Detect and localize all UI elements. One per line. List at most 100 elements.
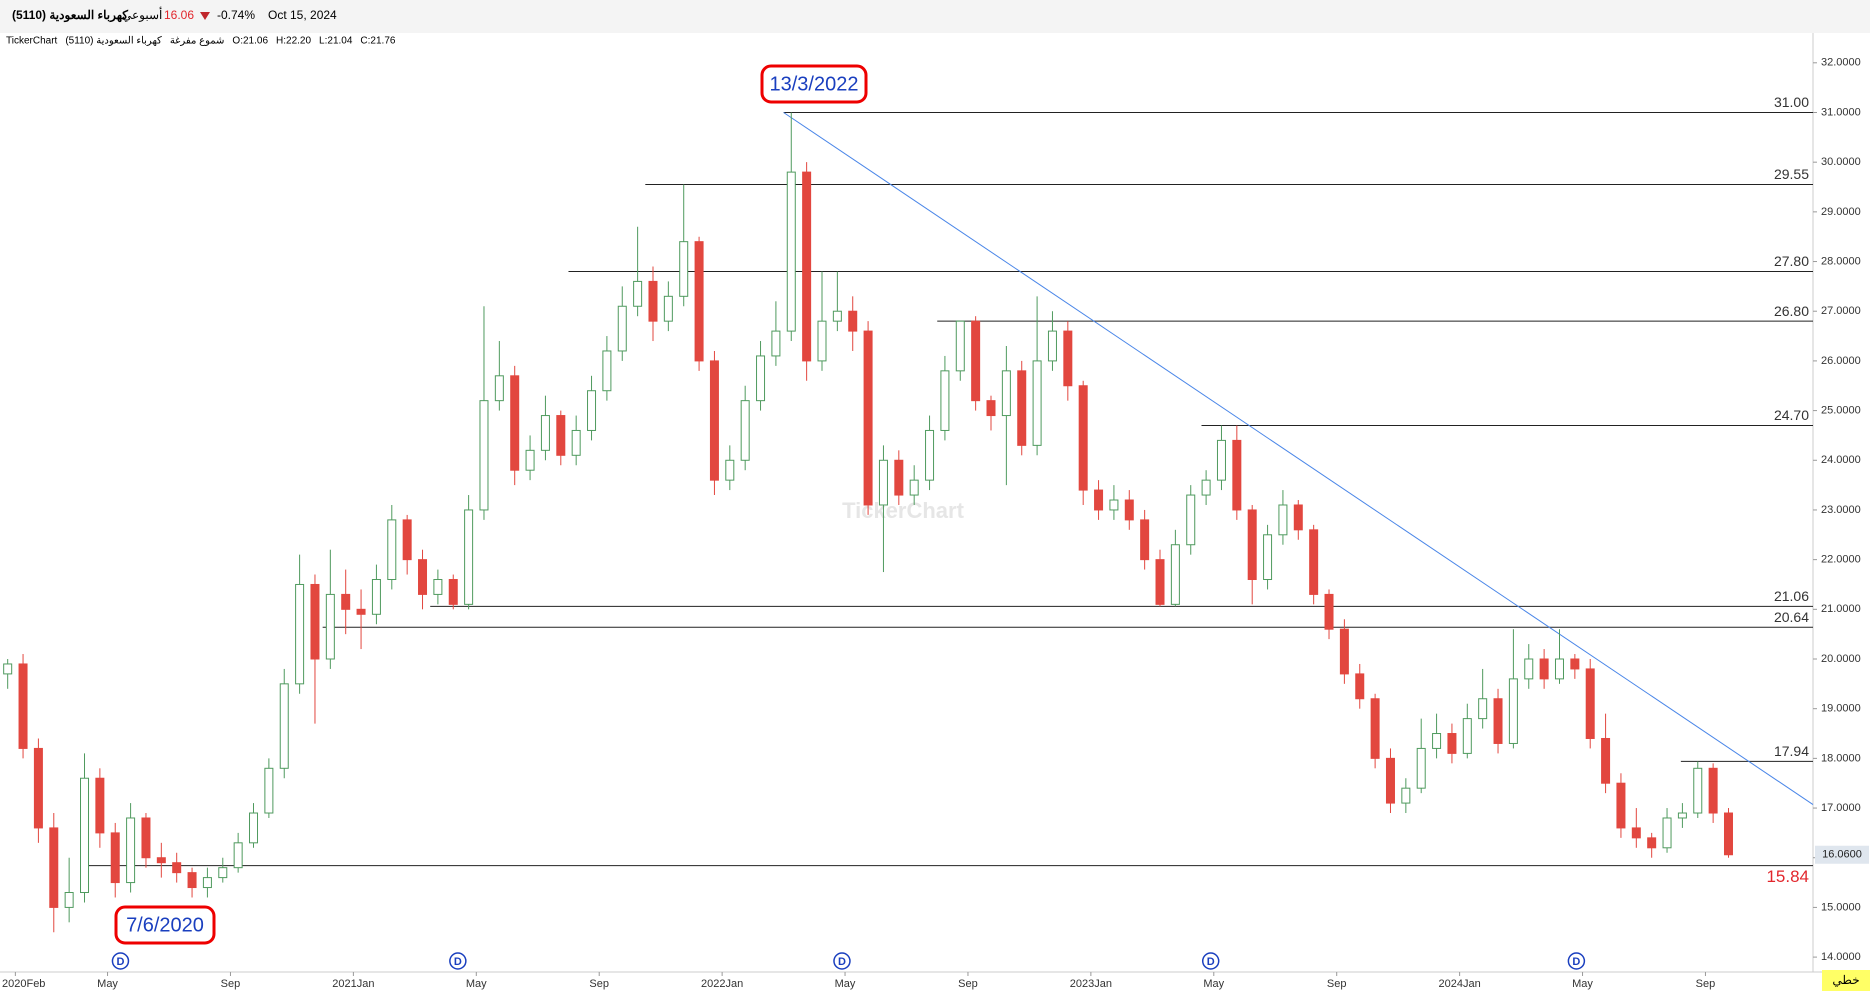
candle-body: [540, 415, 550, 451]
y-tick-label: 22.0000: [1821, 554, 1861, 566]
candle-body: [1662, 817, 1672, 849]
candle-body: [1647, 837, 1657, 849]
candle-body: [479, 400, 489, 511]
x-tick-label: Sep: [589, 978, 609, 990]
candle-body: [525, 449, 535, 471]
candle-body: [126, 817, 136, 884]
level-label: 29.55: [1774, 166, 1809, 182]
x-tick-label: May: [835, 978, 856, 990]
level-label: 27.80: [1774, 253, 1809, 269]
info-text: شموع مفرغة: [170, 36, 225, 47]
x-tick-label: 2023Jan: [1070, 978, 1112, 990]
candle-body: [387, 519, 397, 581]
candle-body: [95, 777, 105, 834]
dividend-marker: [111, 952, 130, 970]
candle-body: [1309, 529, 1319, 595]
candle-body: [1232, 439, 1242, 511]
candle-body: [1401, 787, 1411, 804]
date: Oct 15, 2024: [268, 8, 337, 22]
candle-body: [986, 400, 996, 417]
y-tick-label: 27.0000: [1821, 305, 1861, 317]
candle-body: [1478, 698, 1488, 720]
annotation-box: [114, 905, 216, 945]
info-text: L:21.04: [319, 36, 353, 47]
y-tick-label: 26.0000: [1821, 355, 1861, 367]
candle-body: [848, 310, 858, 332]
style-label[interactable]: خطي: [1832, 973, 1859, 987]
candle-body: [356, 608, 366, 615]
candle-body: [617, 305, 627, 352]
last-price-tag: [1815, 845, 1869, 864]
x-tick-label: May: [1572, 978, 1593, 990]
candle-body: [1723, 812, 1733, 856]
candle-body: [679, 241, 689, 297]
y-tick-label: 29.0000: [1821, 206, 1861, 218]
y-tick-label: 18.0000: [1821, 752, 1861, 764]
level-label: 20.64: [1774, 609, 1809, 625]
annotation: 7/6/2020: [126, 914, 204, 936]
x-tick-label: Sep: [1327, 978, 1347, 990]
annotation: 13/3/2022: [770, 73, 859, 95]
candle-body: [648, 280, 658, 322]
candle-body: [1155, 559, 1165, 605]
candle-body: [1432, 733, 1442, 749]
dividend-marker: [449, 952, 467, 970]
candle-body: [1216, 439, 1226, 481]
candle-body: [709, 360, 719, 481]
candle-body: [218, 867, 228, 879]
y-tick-label: 31.0000: [1821, 106, 1861, 118]
candle-body: [156, 857, 166, 864]
candle-body: [1585, 668, 1595, 739]
candle-body: [771, 330, 781, 357]
candle-body: [1170, 544, 1180, 605]
x-tick-label: May: [466, 978, 487, 990]
level-label: 31.00: [1774, 94, 1809, 110]
watermark: TickerChart: [842, 498, 965, 523]
y-tick-label: 30.0000: [1821, 156, 1861, 168]
candle-body: [909, 479, 919, 496]
candle-body: [556, 415, 566, 456]
candle-body: [325, 593, 335, 660]
style-button[interactable]: [1822, 970, 1870, 991]
candle-body: [1293, 504, 1303, 531]
x-tick-label: 2022Jan: [701, 978, 743, 990]
candle-body: [1677, 812, 1687, 819]
y-tick-label: 24.0000: [1821, 454, 1861, 466]
info-text: كهرباء السعودية (5110): [65, 36, 162, 47]
level-label: 17.94: [1774, 743, 1809, 759]
symbol: كهرباء السعودية (5110): [12, 8, 128, 23]
candle-body: [1063, 330, 1073, 387]
candle-body: [725, 459, 735, 481]
candle-body: [1601, 737, 1611, 784]
candle-body: [663, 295, 673, 322]
candle-body: [633, 280, 643, 307]
candle-body: [1385, 757, 1395, 804]
candle-body: [894, 459, 904, 496]
candle-body: [1324, 593, 1334, 630]
candle-body: [310, 583, 320, 660]
candle-body: [464, 509, 474, 605]
candle-body: [1447, 733, 1457, 754]
y-tick-label: 25.0000: [1821, 404, 1861, 416]
x-tick-label: 2021Jan: [332, 978, 374, 990]
candle-body: [1508, 678, 1518, 744]
level-label: 26.80: [1774, 303, 1809, 319]
candle-body: [172, 862, 182, 874]
candle-body: [18, 663, 28, 749]
candle-body: [187, 872, 197, 889]
dividend-label: D: [838, 956, 846, 968]
candle-body: [418, 559, 428, 595]
y-tick-label: 14.0000: [1821, 951, 1861, 963]
dividend-marker: [1201, 952, 1220, 970]
candle-body: [955, 320, 965, 372]
candle-body: [1708, 767, 1718, 814]
candle-body: [433, 579, 443, 595]
x-tick-label: Sep: [221, 978, 241, 990]
info-text: C:21.76: [360, 36, 395, 47]
candle-body: [1140, 519, 1150, 561]
candle-body: [1201, 479, 1211, 496]
x-tick-label: 2024Jan: [1439, 978, 1481, 990]
level-label: 21.06: [1774, 588, 1809, 604]
candle-body: [832, 310, 842, 322]
candle-body: [279, 683, 289, 769]
